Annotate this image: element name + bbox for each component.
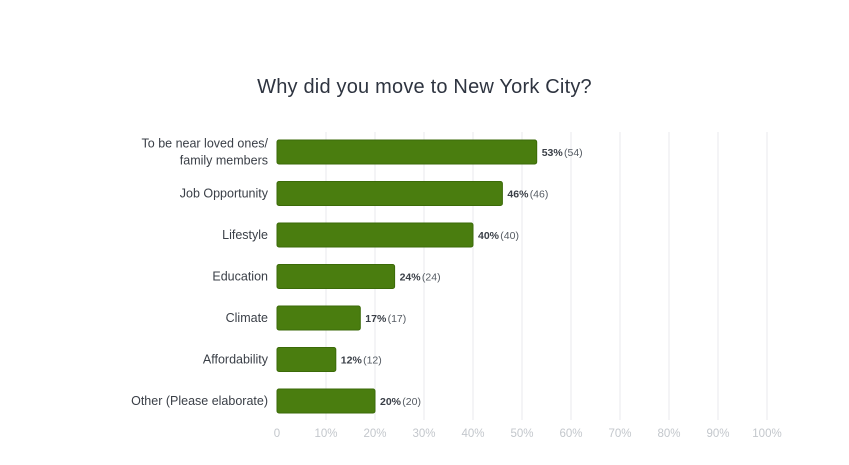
bar (276, 181, 503, 206)
data-label-count: (12) (363, 355, 382, 367)
bar (276, 139, 538, 165)
x-tick-label: 50% (510, 428, 533, 440)
bar (276, 388, 376, 414)
data-label-count: (24) (422, 272, 441, 284)
data-label-percent: 17% (365, 313, 387, 325)
category-label: Affordability (203, 353, 269, 367)
x-tick-label: 80% (657, 428, 680, 440)
category-label: family members (180, 154, 268, 168)
data-label-percent: 46% (507, 189, 529, 201)
x-tick-label: 30% (412, 428, 435, 440)
data-label-percent: 24% (400, 272, 422, 284)
data-label-count: (54) (564, 147, 583, 159)
x-tick-label: 10% (314, 428, 337, 440)
bar (276, 347, 337, 372)
category-label: Job Opportunity (180, 187, 269, 201)
category-label: Education (212, 270, 268, 284)
data-label-percent: 20% (380, 396, 402, 408)
x-tick-label: 90% (706, 428, 729, 440)
bar (276, 305, 361, 331)
bar (276, 222, 474, 248)
category-label: To be near loved ones/ (142, 137, 269, 151)
data-label-percent: 53% (542, 147, 564, 159)
x-tick-label: 60% (559, 428, 582, 440)
bar (276, 264, 396, 289)
x-tick-label: 40% (461, 428, 484, 440)
category-label: Lifestyle (222, 228, 268, 242)
x-tick-label: 100% (752, 428, 781, 440)
x-tick-label: 20% (363, 428, 386, 440)
data-label-count: (17) (388, 313, 407, 325)
x-tick-label: 70% (608, 428, 631, 440)
data-label-count: (40) (500, 230, 519, 242)
data-label-percent: 12% (341, 355, 363, 367)
x-tick-label: 0 (274, 428, 280, 440)
data-label-percent: 40% (478, 230, 500, 242)
data-label-count: (20) (402, 396, 421, 408)
category-label: Climate (226, 311, 268, 325)
data-label-count: (46) (530, 189, 549, 201)
category-label: Other (Please elaborate) (131, 394, 268, 408)
chart-title: Why did you move to New York City? (257, 76, 592, 98)
